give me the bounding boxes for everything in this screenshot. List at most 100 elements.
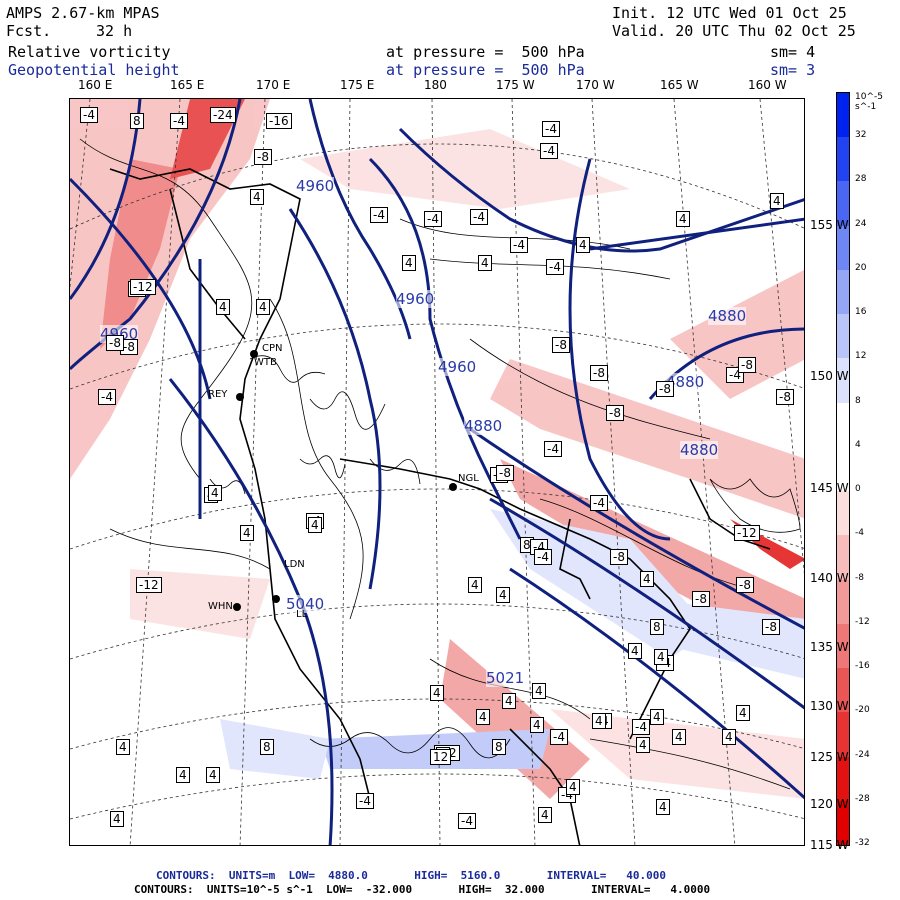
field-vorticity: Relative vorticity <box>8 43 171 61</box>
colorbar-segment <box>837 269 849 315</box>
vorticity-value-label: 4 <box>476 709 490 725</box>
valid-time: Valid. 20 UTC Thu 02 Oct 25 <box>612 22 856 40</box>
smoothing-2: sm= 3 <box>770 61 816 79</box>
vorticity-value-label: -12 <box>130 279 156 295</box>
vorticity-value-label: -4 <box>458 813 476 829</box>
colorbar-segment <box>837 756 849 802</box>
colorbar-label: 16 <box>855 307 867 318</box>
vorticity-value-label: -4 <box>632 719 650 735</box>
vorticity-value-label: 4 <box>256 299 270 315</box>
station-label: LDN <box>284 559 305 570</box>
vorticity-value-label: -4 <box>80 107 98 123</box>
vorticity-value-label: 4 <box>736 705 750 721</box>
colorbar-label: 4 <box>855 439 861 450</box>
colorbar-label: 28 <box>855 174 867 185</box>
lon-label: 165 E <box>170 78 205 92</box>
vorticity-value-label: 4 <box>468 577 482 593</box>
station-label: CPN <box>262 343 283 354</box>
vorticity-value-label: 4 <box>770 193 784 209</box>
colorbar-label: -32 <box>855 838 870 848</box>
vorticity-value-label: 4 <box>650 709 664 725</box>
vorticity-value-label: -4 <box>510 237 528 253</box>
lat-label: 135 W <box>810 640 849 654</box>
colorbar-label: 0 <box>855 484 861 495</box>
colorbar-segment <box>837 137 849 182</box>
colorbar-label: 20 <box>855 262 867 273</box>
vorticity-value-label: -4 <box>470 209 488 225</box>
vorticity-value-label: 8 <box>650 619 664 635</box>
vorticity-value-label: -4 <box>98 389 116 405</box>
vorticity-value-label: 4 <box>110 811 124 827</box>
vorticity-value-label: 4 <box>478 255 492 271</box>
vorticity-value-label: 4 <box>640 571 654 587</box>
forecast-hour: 32 h <box>96 22 133 40</box>
vorticity-value-label: 4 <box>676 211 690 227</box>
colorbar-segment <box>837 358 849 404</box>
height-label: 5040 <box>286 595 325 613</box>
vorticity-value-label: -8 <box>590 365 608 381</box>
vorticity-value-label: 4 <box>538 807 552 823</box>
vorticity-value-label: 4 <box>206 767 220 783</box>
colorbar-label: -16 <box>855 661 870 672</box>
pressure-level-1: at pressure = 500 hPa <box>386 43 585 61</box>
colorbar-label: -4 <box>855 528 864 539</box>
lat-label: 150 W <box>810 369 849 383</box>
lon-label: 160 E <box>78 78 113 92</box>
lat-label: 140 W <box>810 571 849 585</box>
height-label: 4880 <box>464 417 503 435</box>
lon-label: 180 <box>424 78 447 92</box>
colorbar-segment <box>837 623 849 669</box>
lon-label: 170 E <box>256 78 291 92</box>
vorticity-value-label: 4 <box>592 713 606 729</box>
vorticity-value-label: 4 <box>502 693 516 709</box>
model-title: AMPS 2.67-km MPAS <box>6 4 160 22</box>
vorticity-value-label: -8 <box>656 381 674 397</box>
vorticity-value-label: 4 <box>496 587 510 603</box>
vorticity-value-label: -8 <box>736 577 754 593</box>
colorbar-label: -28 <box>855 793 870 804</box>
vorticity-value-label: -4 <box>424 211 442 227</box>
lon-label: 170 W <box>576 78 615 92</box>
vorticity-value-label: 12 <box>430 749 452 765</box>
colorbar-segment <box>837 668 849 713</box>
height-label: 4880 <box>680 441 719 459</box>
vorticity-value-label: 4 <box>566 779 580 795</box>
vorticity-value-label: 4 <box>532 683 546 699</box>
footer-vorticity-contours: CONTOURS: UNITS=10^-5 s^-1 LOW= -32.000 … <box>134 883 711 896</box>
colorbar-label: 8 <box>855 395 861 406</box>
vorticity-value-label: -8 <box>762 619 780 635</box>
colorbar-segment <box>837 712 849 758</box>
lon-label: 165 W <box>660 78 699 92</box>
station-label: NGL <box>458 473 479 484</box>
lat-label: 125 W <box>810 750 849 764</box>
colorbar-label: -12 <box>855 616 870 627</box>
station-label: WTB <box>254 357 277 368</box>
lat-label: 130 W <box>810 699 849 713</box>
vorticity-value-label: 4 <box>430 685 444 701</box>
map-panel: 4960 4960 4960 4880 4880 4880 4880 4960 … <box>69 98 805 846</box>
vorticity-value-label: -12 <box>734 525 760 541</box>
colorbar-label: 24 <box>855 218 867 229</box>
init-time: Init. 12 UTC Wed 01 Oct 25 <box>612 4 847 22</box>
lon-label: 175 W <box>496 78 535 92</box>
vorticity-value-label: 4 <box>208 485 222 501</box>
colorbar <box>836 92 850 846</box>
lat-label: 115 W <box>810 838 849 852</box>
vorticity-value-label: -8 <box>254 149 272 165</box>
colorbar-label: 32 <box>855 130 867 141</box>
lat-label: 145 W <box>810 481 849 495</box>
vorticity-value-label: -16 <box>266 113 292 129</box>
vorticity-value-label: 4 <box>722 729 736 745</box>
station-label: WHN <box>208 601 233 612</box>
vorticity-value-label: 4 <box>530 717 544 733</box>
vorticity-value-label: -4 <box>540 143 558 159</box>
vorticity-value-label: 4 <box>240 525 254 541</box>
vorticity-value-label: -4 <box>356 793 374 809</box>
vorticity-value-label: -8 <box>610 549 628 565</box>
colorbar-label: -24 <box>855 749 870 760</box>
vorticity-value-label: 4 <box>636 737 650 753</box>
vorticity-value-label: -4 <box>546 259 564 275</box>
vorticity-value-label: 4 <box>308 517 322 533</box>
colorbar-segment <box>837 93 849 138</box>
forecast-label: Fcst. <box>6 22 52 40</box>
